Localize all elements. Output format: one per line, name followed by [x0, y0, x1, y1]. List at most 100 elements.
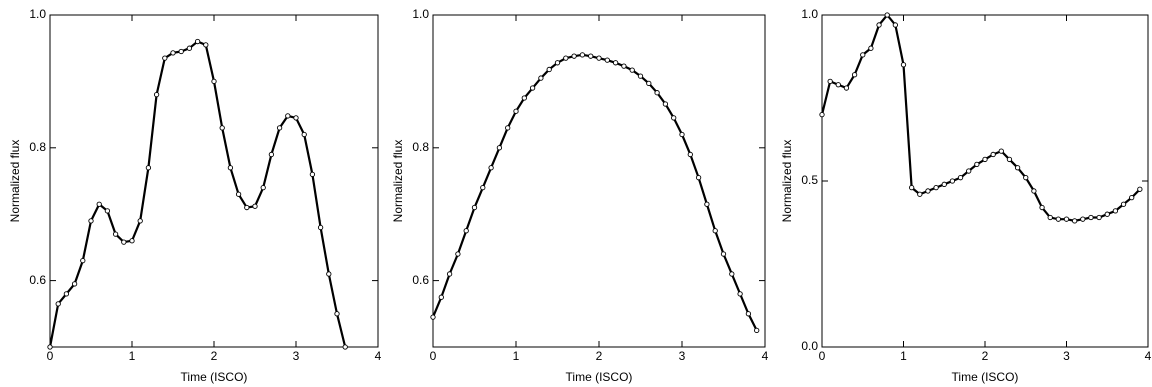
data-line: [820, 13, 1141, 222]
data-point: [729, 271, 735, 277]
data-point: [505, 125, 511, 131]
data-point: [720, 251, 727, 257]
data-point: [843, 85, 850, 91]
data-point: [178, 48, 184, 55]
data-point: [96, 201, 102, 207]
data-point: [227, 165, 234, 171]
x-tick-label: 0: [430, 349, 437, 363]
data-point: [851, 72, 858, 78]
data-point: [170, 50, 176, 56]
data-point: [604, 57, 610, 63]
data-point: [276, 125, 283, 131]
data-point: [211, 78, 217, 85]
data-point: [334, 311, 340, 317]
data-point: [990, 151, 996, 158]
data-point: [301, 131, 307, 138]
x-tick-label: 3: [293, 349, 300, 363]
plot-frame: [432, 14, 766, 348]
data-point: [909, 184, 915, 191]
data-point: [55, 301, 61, 307]
data-point: [745, 311, 752, 317]
data-point: [933, 184, 939, 191]
y-axis-label: Normalized flux: [780, 140, 794, 223]
data-point: [121, 239, 127, 245]
y-tick-label: 0.8: [412, 140, 429, 154]
data-point: [104, 208, 111, 214]
data-point: [546, 66, 552, 73]
data-point: [480, 184, 486, 191]
data-point: [892, 22, 898, 28]
data-point: [463, 228, 469, 234]
y-tick-label: 0.8: [29, 140, 46, 154]
data-point: [1014, 165, 1021, 171]
data-point: [153, 92, 160, 98]
data-point: [1129, 194, 1135, 201]
data-point: [1137, 186, 1143, 192]
panel: 0 1 2 3 4 0.0 0.5 1.0 Time (ISCO) Normalized flux: [780, 7, 1151, 384]
y-tick-label: 1.0: [412, 7, 429, 21]
data-point: [621, 63, 627, 69]
data-point: [957, 175, 964, 181]
data-point: [203, 42, 209, 48]
panel: 0 1 2 3 4 0.6 0.8 1.0 Time (ISCO) Normalized flux: [391, 7, 768, 384]
data-point: [260, 184, 266, 191]
data-point: [538, 75, 544, 81]
y-axis-label: Normalized flux: [8, 140, 22, 223]
x-tick-label: 0: [819, 349, 826, 363]
data-point: [1063, 216, 1070, 222]
y-tick-label: 1.0: [29, 7, 46, 21]
x-axis-label: Time (ISCO): [566, 370, 633, 384]
data-point: [687, 151, 693, 158]
x-tick-label: 1: [900, 349, 907, 363]
x-tick-label: 2: [211, 349, 218, 363]
y-tick-label: 0.6: [412, 273, 429, 287]
data-point: [219, 125, 225, 131]
x-tick-label: 2: [596, 349, 603, 363]
data-point: [579, 52, 586, 58]
data-point: [252, 203, 258, 209]
x-tick-label: 1: [513, 349, 520, 363]
data-point: [162, 55, 168, 61]
data-point: [529, 85, 536, 91]
data-point: [129, 238, 135, 244]
data-point: [571, 53, 577, 59]
data-point: [1055, 216, 1062, 222]
data-point: [1096, 214, 1102, 221]
data-point: [900, 62, 907, 68]
panel: 0 1 2 3 4 0.6 0.8 1.0 Time (ISCO) Normalized flux: [8, 7, 381, 384]
data-point: [819, 111, 825, 118]
data-point: [1031, 188, 1037, 194]
data-point: [695, 175, 702, 181]
data-point: [1072, 218, 1078, 224]
data-point: [317, 224, 324, 231]
data-point: [654, 90, 660, 96]
data-point: [47, 344, 53, 350]
data-point: [268, 151, 275, 158]
data-point: [194, 38, 201, 45]
data-point: [1047, 214, 1053, 221]
data-point: [80, 258, 86, 264]
data-line: [431, 53, 758, 331]
data-point: [1039, 204, 1045, 211]
data-point: [704, 201, 710, 207]
data-point: [860, 52, 866, 58]
data-point: [471, 204, 478, 211]
data-point: [554, 60, 561, 66]
data-point: [596, 55, 602, 61]
data-point: [712, 228, 718, 234]
y-tick-label: 1.0: [801, 7, 818, 21]
data-point: [342, 344, 348, 350]
data-point: [1080, 216, 1086, 222]
x-tick-label: 4: [762, 349, 769, 363]
data-point: [488, 165, 494, 171]
data-point: [737, 291, 743, 297]
data-point: [629, 67, 635, 73]
data-line: [48, 40, 347, 348]
y-axis-label: Normalized flux: [391, 140, 405, 223]
data-point: [88, 218, 94, 224]
data-point: [949, 178, 956, 184]
data-point: [941, 181, 947, 187]
data-point: [588, 53, 594, 59]
y-tick-label: 0.6: [29, 273, 46, 287]
